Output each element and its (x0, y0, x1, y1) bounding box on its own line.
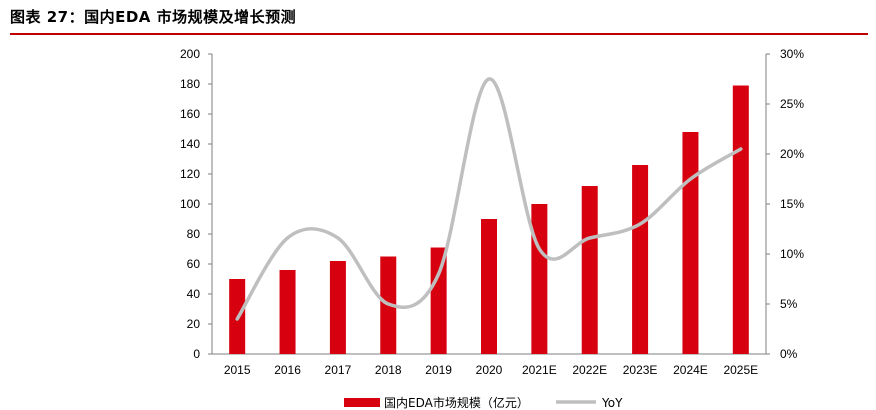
legend-label-bar: 国内EDA市场规模（亿元） (384, 395, 529, 410)
bar-2022E (581, 186, 598, 354)
legend-label-line: YoY (601, 396, 623, 410)
yoy-point-2020 (487, 77, 491, 81)
bar-2023E (632, 165, 649, 354)
yoy-point-2021E (537, 247, 541, 251)
yoy-point-2017 (336, 236, 340, 240)
x-tick-label: 2021E (522, 363, 557, 377)
yoy-point-2023E (638, 222, 642, 226)
left-axis-ticks: 0 20 40 60 80 100 120 140 160 180 200 (180, 47, 212, 361)
left-tick-label: 100 (180, 197, 200, 211)
x-tick-label: 2015 (224, 363, 251, 377)
x-tick-label: 2019 (425, 363, 452, 377)
bar-series (229, 85, 749, 354)
right-tick-label: 5% (780, 297, 798, 311)
left-tick-label: 160 (180, 107, 200, 121)
right-tick-label: 25% (780, 97, 804, 111)
left-tick-label: 20 (187, 317, 201, 331)
yoy-point-2025E (739, 147, 743, 151)
left-tick-label: 120 (180, 167, 200, 181)
bar-2016 (279, 270, 296, 354)
title-rule (10, 33, 868, 35)
bar-2017 (329, 261, 346, 354)
yoy-point-2015 (235, 317, 239, 321)
x-tick-label: 2024E (673, 363, 708, 377)
x-axis-ticks: 2015 2016 2017 2018 2019 2020 2021E 2022E 2023E 2… (224, 363, 758, 377)
bar-2024E (682, 132, 699, 354)
x-tick-label: 2020 (476, 363, 503, 377)
left-tick-label: 140 (180, 137, 200, 151)
left-tick-label: 200 (180, 47, 200, 61)
yoy-point-2016 (286, 236, 290, 240)
right-tick-label: 15% (780, 197, 804, 211)
bar-2020 (481, 219, 497, 354)
yoy-point-2022E (588, 236, 592, 240)
left-tick-label: 40 (187, 287, 201, 301)
left-tick-label: 80 (187, 227, 201, 241)
bar-2025E (732, 85, 749, 354)
x-tick-label: 2025E (723, 363, 758, 377)
x-tick-label: 2017 (325, 363, 352, 377)
bar-2019 (430, 247, 447, 354)
right-tick-label: 10% (780, 247, 804, 261)
legend-swatch-bar (344, 398, 380, 407)
yoy-series (235, 77, 743, 321)
left-tick-label: 180 (180, 77, 200, 91)
legend: 国内EDA市场规模（亿元） YoY (344, 395, 623, 410)
x-tick-label: 2023E (623, 363, 658, 377)
right-tick-label: 20% (780, 147, 804, 161)
x-tick-label: 2016 (274, 363, 301, 377)
left-tick-label: 0 (193, 347, 200, 361)
x-tick-label: 2022E (572, 363, 607, 377)
x-tick-label: 2018 (375, 363, 402, 377)
bar-2021E (531, 204, 548, 354)
left-tick-label: 60 (187, 257, 201, 271)
figure-header: 图表 27：国内EDA 市场规模及增长预测 (0, 0, 876, 35)
right-axis-ticks: 0% 5% 10% 15% 20% 25% 30% (766, 47, 804, 361)
figure-title: 图表 27：国内EDA 市场规模及增长预测 (10, 8, 297, 26)
yoy-point-2019 (437, 272, 441, 276)
right-tick-label: 0% (780, 347, 798, 361)
right-tick-label: 30% (780, 47, 804, 61)
yoy-point-2024E (688, 177, 692, 181)
yoy-point-2018 (386, 302, 390, 306)
